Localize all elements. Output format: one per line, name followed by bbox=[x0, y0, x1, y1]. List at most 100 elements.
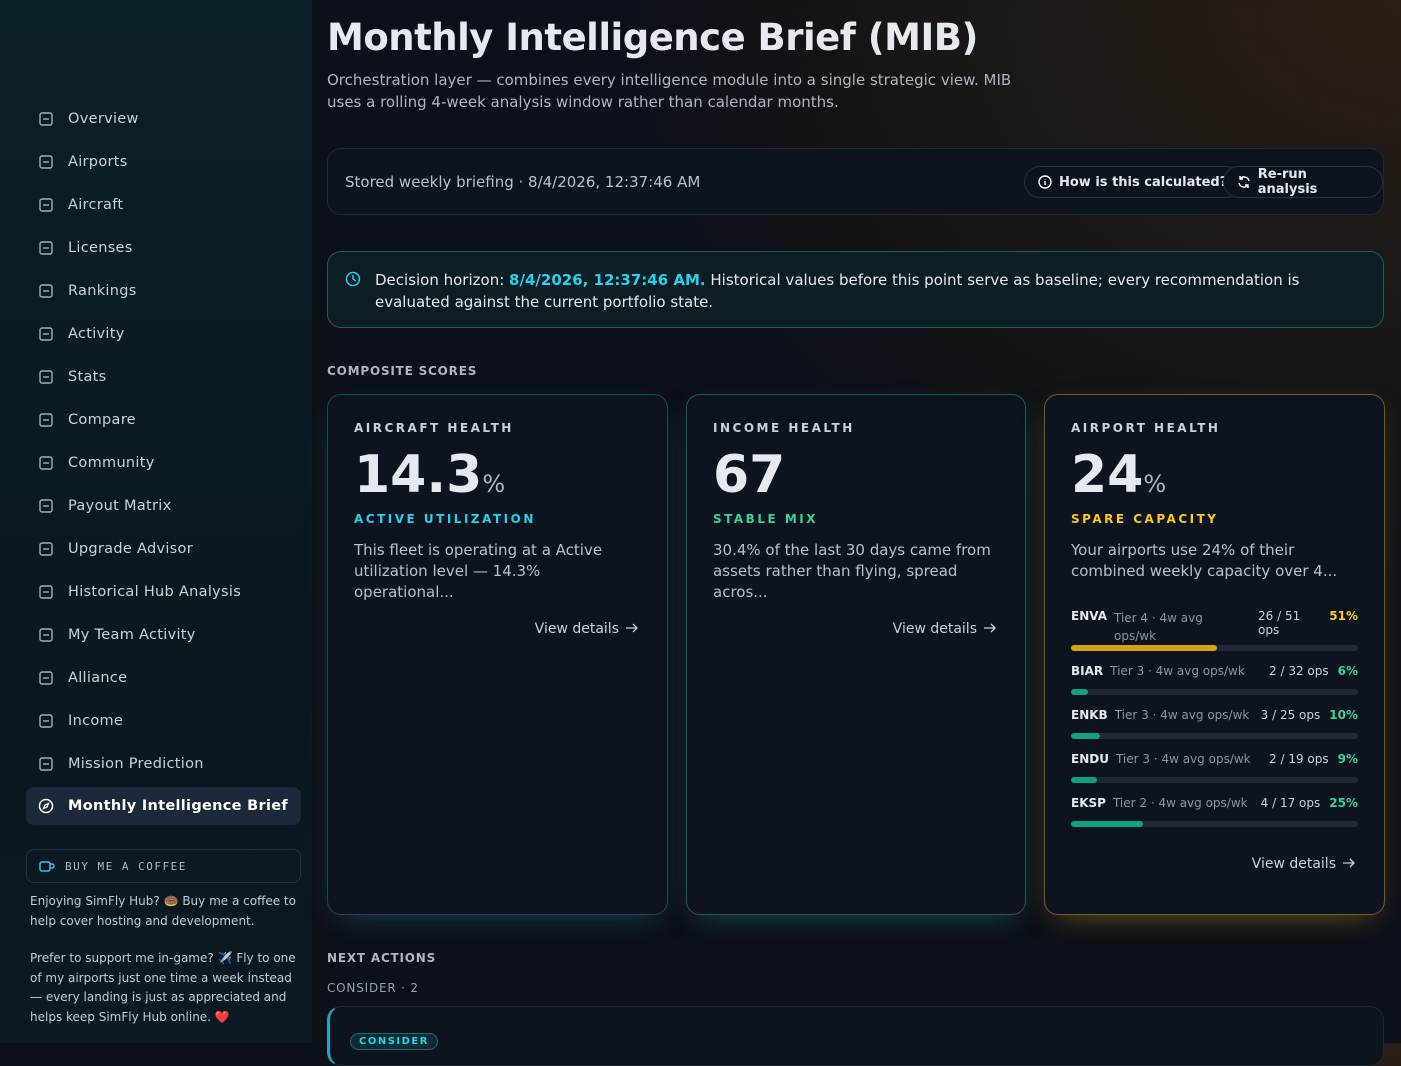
link-label: View details bbox=[892, 621, 977, 637]
score-card: AIRPORT HEALTH 24% SPARE CAPACITY Your airp… bbox=[1044, 394, 1385, 915]
nav-item[interactable]: Payout Matrix bbox=[26, 484, 301, 527]
horizon-text: Historical values before this point serv… bbox=[375, 271, 1300, 311]
nav-label: Alliance bbox=[68, 669, 128, 686]
bar-fill bbox=[1071, 777, 1097, 783]
card-text: This fleet is operating at a Active util… bbox=[354, 541, 603, 601]
view-details[interactable]: View details bbox=[713, 621, 999, 637]
button-label: How is this calculated? bbox=[1059, 174, 1228, 190]
card-label: AIRPORT HEALTH bbox=[1071, 421, 1221, 435]
nav-item[interactable]: Airports bbox=[26, 140, 301, 183]
nav-item[interactable]: Aircraft bbox=[26, 183, 301, 226]
airport-code: ENKB bbox=[1071, 708, 1108, 722]
link-label: View details bbox=[534, 621, 619, 637]
nav-label: My Team Activity bbox=[68, 626, 196, 643]
nav-label: Stats bbox=[68, 368, 107, 385]
nav: Overview Airports Aircraft Licenses Rankings… bbox=[26, 97, 301, 825]
bar-fill bbox=[1071, 645, 1218, 651]
badge: CONSIDER bbox=[350, 1033, 438, 1050]
airport-row: ENKB Tier 3 · 4w avg ops/wk 3 / 25 ops 10% bbox=[1071, 708, 1358, 733]
score-card: AIRCRAFT HEALTH 14.3% ACTIVE UTILIZATION Th… bbox=[327, 394, 668, 915]
bar-track bbox=[1071, 689, 1358, 695]
airport-list: ENVA Tier 4 · 4w avg ops/wk 26 / 51 ops 51%… bbox=[1071, 602, 1358, 834]
nav-item[interactable]: Overview bbox=[26, 97, 301, 140]
nav-item[interactable]: Activity bbox=[26, 312, 301, 355]
airport-row: ENDU Tier 3 · 4w avg ops/wk 2 / 19 ops 9% bbox=[1071, 752, 1358, 777]
airport-row: ENVA Tier 4 · 4w avg ops/wk 26 / 51 ops 51% bbox=[1071, 609, 1358, 649]
how-button[interactable]: How is this calculated? bbox=[1024, 166, 1242, 198]
score-unit: % bbox=[482, 470, 506, 498]
nav-label: Monthly Intelligence Brief bbox=[68, 798, 288, 814]
bar-track bbox=[1071, 645, 1358, 651]
nav-item[interactable]: Licenses bbox=[26, 226, 301, 269]
nav-item[interactable]: Mission Prediction bbox=[26, 742, 301, 785]
horizon-prefix: Decision horizon: bbox=[375, 271, 505, 289]
nav-item[interactable]: Compare bbox=[26, 398, 301, 441]
airport-code: EKSP bbox=[1071, 796, 1106, 810]
card-label: INCOME HEALTH bbox=[713, 421, 855, 435]
bar-fill bbox=[1071, 733, 1100, 739]
nav-label: Activity bbox=[68, 325, 125, 342]
nav-label: Rankings bbox=[68, 282, 137, 299]
score-value: 67 bbox=[713, 445, 786, 505]
briefing-text: Stored weekly briefing · 8/4/2026, 12:37… bbox=[345, 173, 701, 191]
bar-track bbox=[1071, 777, 1358, 783]
status: STABLE MIX bbox=[713, 512, 819, 526]
nav-label: Payout Matrix bbox=[68, 497, 172, 514]
horizon-date: 8/4/2026, 12:37:46 AM. bbox=[509, 271, 706, 289]
airport-ops: 2 / 19 ops bbox=[1269, 752, 1329, 766]
nav-item[interactable]: Monthly Intelligence Brief bbox=[26, 787, 301, 825]
status: SPARE CAPACITY bbox=[1071, 512, 1219, 526]
airport-detail: Tier 4 · 4w avg ops/wk bbox=[1114, 611, 1203, 643]
airport-ops: 3 / 25 ops bbox=[1260, 708, 1321, 722]
airport-share: 10% bbox=[1329, 708, 1358, 722]
nav-item[interactable]: Historical Hub Analysis bbox=[26, 570, 301, 613]
nav-label: Upgrade Advisor bbox=[68, 540, 193, 557]
nav-item[interactable]: My Team Activity bbox=[26, 613, 301, 656]
view-details[interactable]: View details bbox=[354, 621, 641, 637]
score: 14.3% bbox=[354, 445, 641, 507]
airport-code: ENVA bbox=[1071, 609, 1107, 623]
nav-item[interactable]: Stats bbox=[26, 355, 301, 398]
view-details[interactable]: View details bbox=[1071, 856, 1358, 872]
bar-track bbox=[1071, 733, 1358, 739]
airport-row: EKSP Tier 2 · 4w avg ops/wk 4 / 17 ops 25% bbox=[1071, 796, 1358, 821]
rerun-button[interactable]: Re-run analysis bbox=[1223, 166, 1383, 198]
airport-ops: 26 / 51 ops bbox=[1258, 609, 1301, 637]
airport-share: 51% bbox=[1329, 609, 1358, 623]
subtitle: Orchestration layer — combines every int… bbox=[327, 71, 1012, 111]
nav-label: Historical Hub Analysis bbox=[68, 583, 242, 600]
nav-item[interactable]: Income bbox=[26, 699, 301, 742]
nav-label: Aircraft bbox=[68, 196, 124, 213]
bar-track bbox=[1071, 821, 1358, 827]
link-label: View details bbox=[1251, 856, 1336, 872]
airport-code: ENDU bbox=[1071, 752, 1109, 766]
coffee-button[interactable]: BUY ME A COFFEE bbox=[26, 849, 301, 883]
section-heading: NEXT ACTIONS bbox=[327, 951, 437, 965]
score: 67 bbox=[713, 445, 999, 507]
airport-detail: Tier 3 · 4w avg ops/wk bbox=[1114, 708, 1250, 722]
nav-item[interactable]: Upgrade Advisor bbox=[26, 527, 301, 570]
nav-item[interactable]: Alliance bbox=[26, 656, 301, 699]
coffee-label: BUY ME A COFFEE bbox=[65, 859, 187, 873]
nav-label: Income bbox=[68, 712, 124, 729]
bar-fill bbox=[1071, 821, 1143, 827]
airport-ops: 4 / 17 ops bbox=[1260, 796, 1321, 810]
nav-label: Airports bbox=[68, 153, 128, 170]
nav-item[interactable]: Community bbox=[26, 441, 301, 484]
nav-label: Mission Prediction bbox=[68, 755, 204, 772]
airport-share: 6% bbox=[1337, 664, 1358, 678]
decision-horizon: Decision horizon: 8/4/2026, 12:37:46 AM.… bbox=[327, 251, 1384, 328]
airport-code: BIAR bbox=[1071, 664, 1104, 678]
bar-fill bbox=[1071, 689, 1089, 695]
nav-item[interactable]: Rankings bbox=[26, 269, 301, 312]
sidebar: Overview Airports Aircraft Licenses Rankings… bbox=[0, 0, 312, 1043]
status: ACTIVE UTILIZATION bbox=[354, 512, 536, 526]
score-card: INCOME HEALTH 67 STABLE MIX 30.4% of the la… bbox=[686, 394, 1026, 915]
button-label: Re-run analysis bbox=[1257, 167, 1318, 197]
briefing-bar: Stored weekly briefing · 8/4/2026, 12:37… bbox=[327, 148, 1384, 215]
card-text: 30.4% of the last 30 days came from asse… bbox=[713, 541, 991, 601]
nav-label: Community bbox=[68, 454, 155, 471]
nav-label: Compare bbox=[68, 411, 136, 428]
score-unit: % bbox=[1143, 470, 1167, 498]
